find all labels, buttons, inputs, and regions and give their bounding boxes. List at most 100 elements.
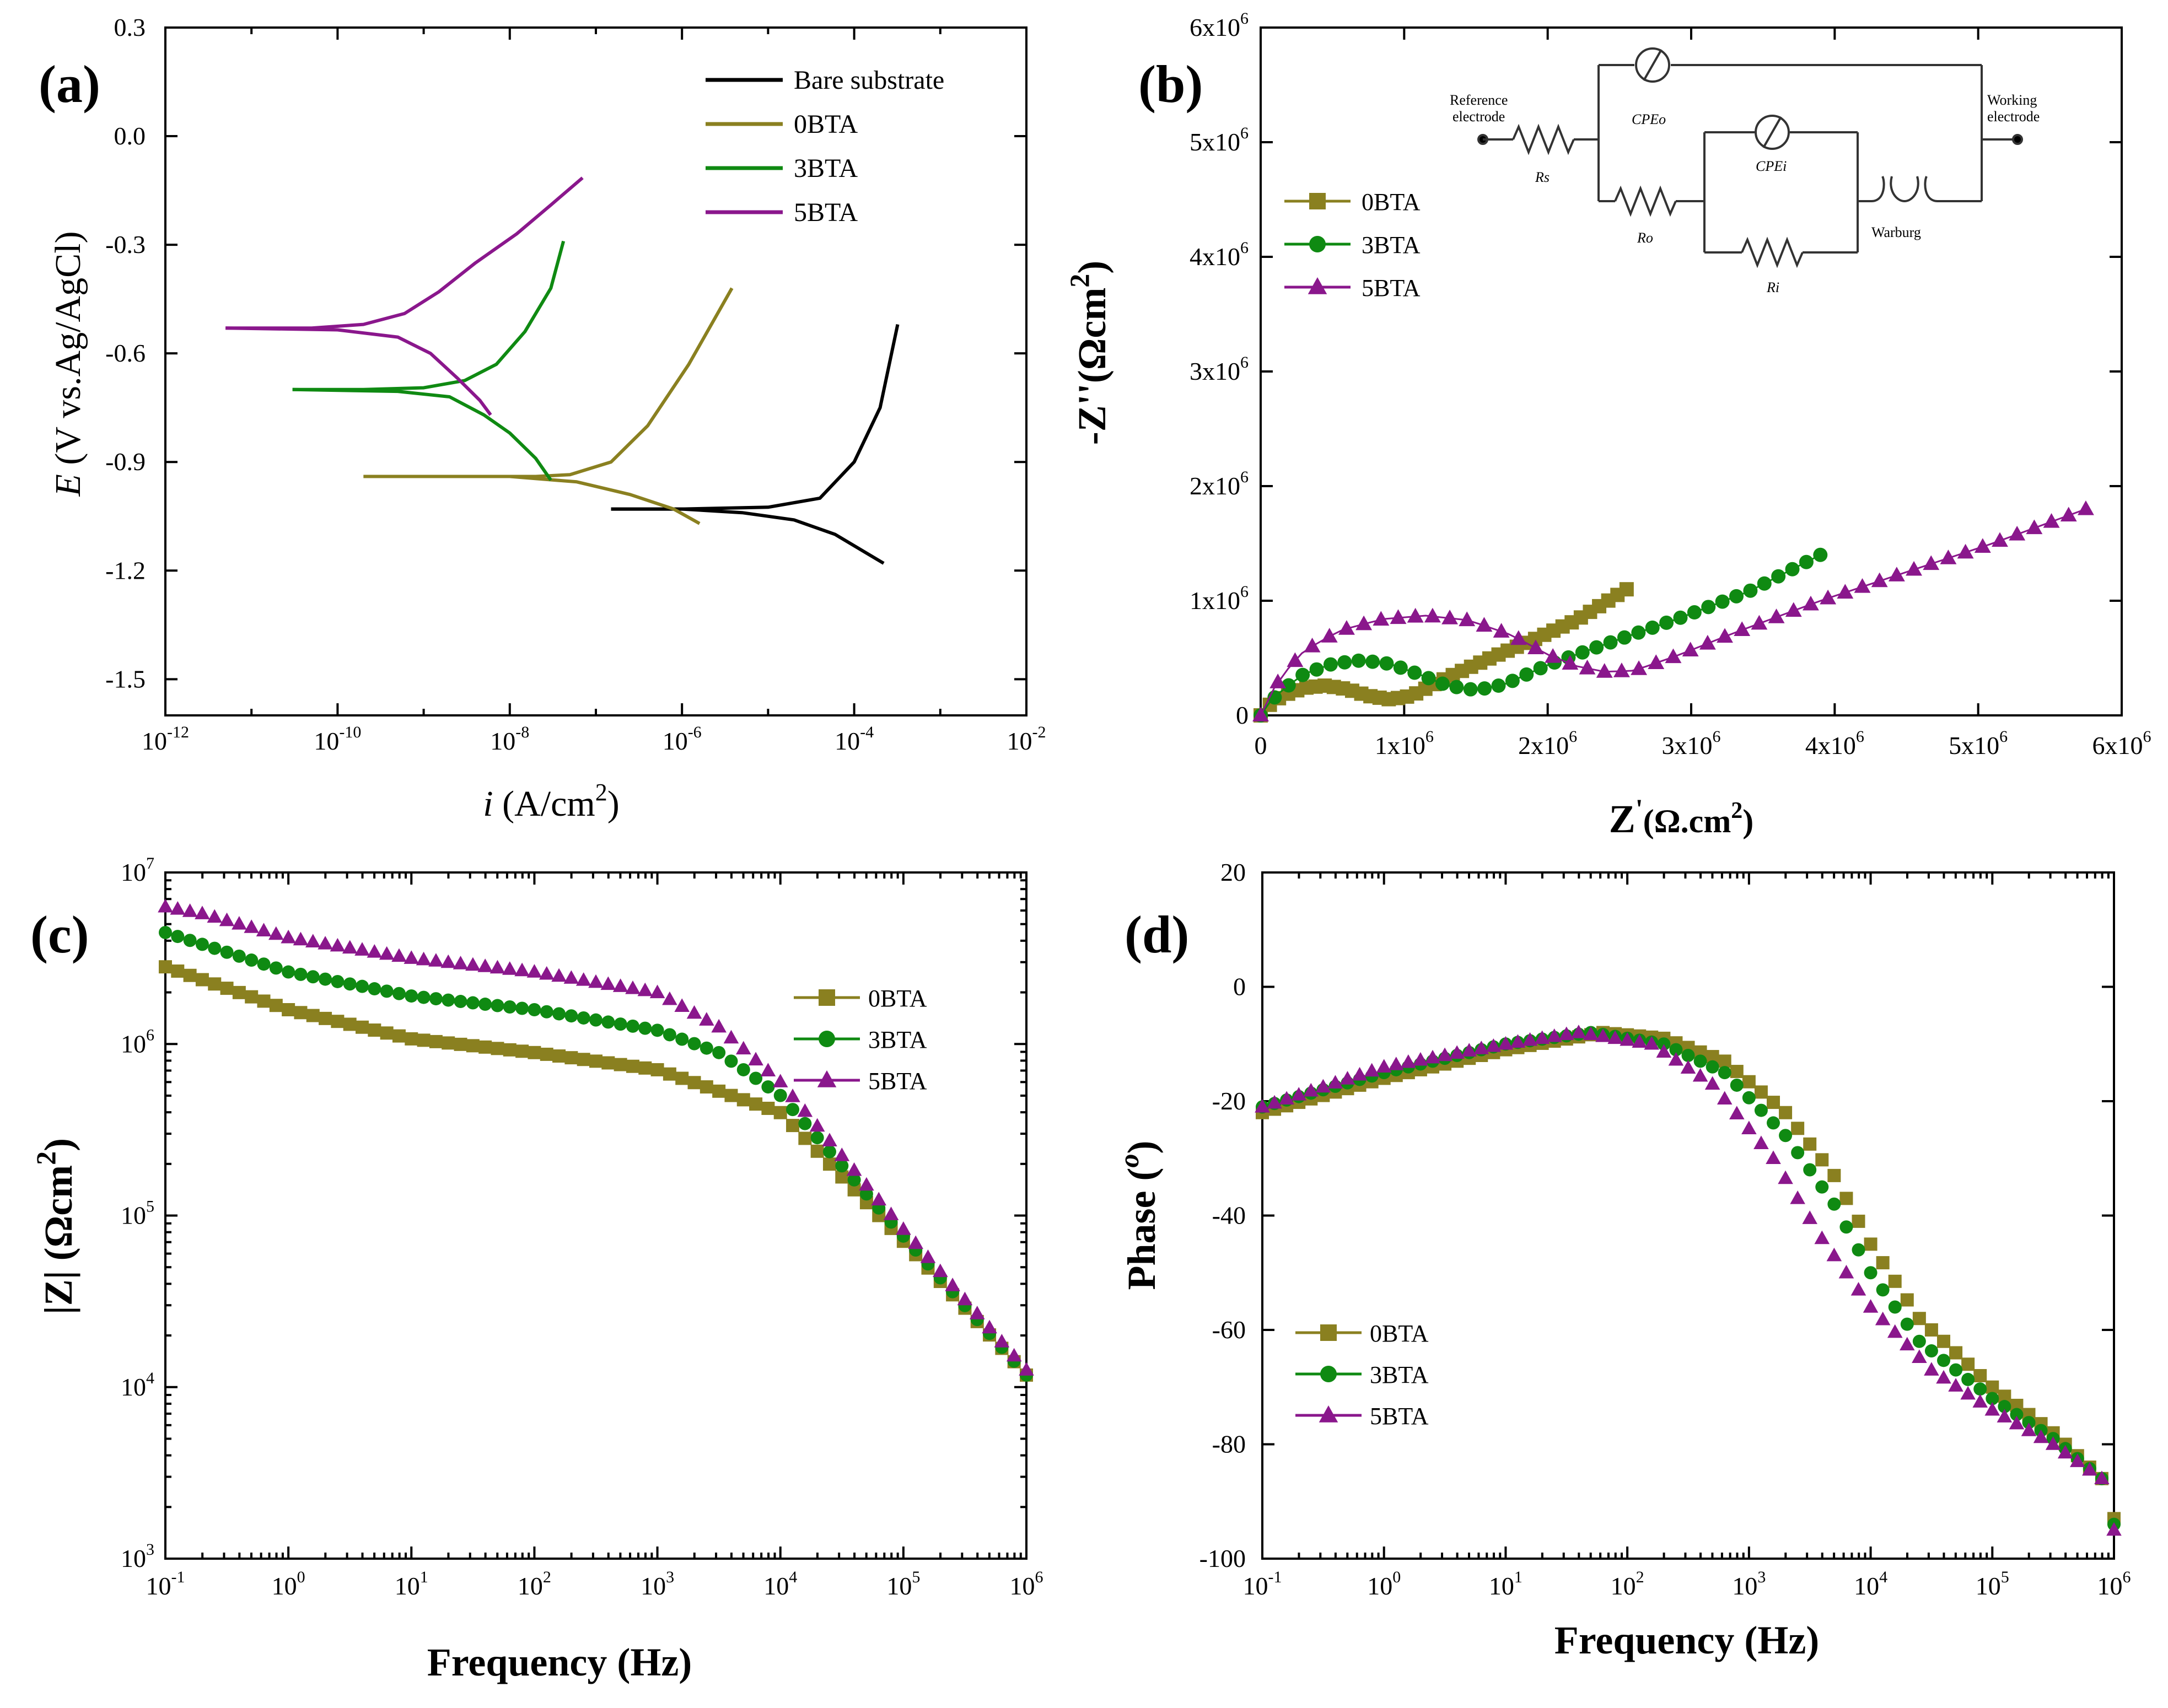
panel-c-marker-3BTA <box>442 993 455 1007</box>
panel-b-marker-5BTA <box>1269 673 1287 688</box>
panel-c-marker-5BTA <box>625 980 641 994</box>
panel-d-marker-0BTA <box>1779 1106 1793 1119</box>
panel-b-marker-3BTA <box>1673 610 1688 625</box>
panel-d-marker-5BTA <box>2057 1445 2073 1459</box>
panel-c-marker-0BTA <box>724 1089 738 1102</box>
panel-d-marker-3BTA <box>1791 1146 1805 1160</box>
panel-c-marker-5BTA <box>379 946 395 960</box>
panel-d-marker-5BTA <box>1656 1044 1672 1058</box>
panel-d-y-axis-title: Phase (o) <box>1113 1141 1164 1290</box>
panel-d-marker-5BTA <box>1838 1264 1854 1279</box>
panel-c-marker-5BTA <box>219 912 235 926</box>
panel-c-marker-0BTA <box>773 1106 787 1119</box>
panel-b-marker-3BTA <box>1715 594 1730 609</box>
panel-d-marker-3BTA <box>1986 1392 1999 1405</box>
panel-d-marker-3BTA <box>1888 1300 1902 1314</box>
panel-c-marker-0BTA <box>638 1061 652 1075</box>
panel-b-marker-5BTA <box>1631 660 1648 675</box>
panel-d-y-tick-label: 0 <box>1233 973 1246 1001</box>
panel-c-marker-3BTA <box>761 1080 775 1094</box>
panel-b-marker-3BTA <box>1421 671 1436 686</box>
panel-d-marker-0BTA <box>1924 1323 1938 1337</box>
panel-c-marker-3BTA <box>195 937 209 951</box>
panel-d-x-tick-label: 102 <box>1611 1568 1644 1600</box>
panel-c-marker-3BTA <box>540 1005 553 1019</box>
panel-c-marker-5BTA <box>588 974 604 988</box>
panel-c-marker-5BTA <box>723 1030 739 1044</box>
panel-d-x-axis-title: Frequency (Hz) <box>1554 1618 1820 1662</box>
panel-c-marker-5BTA <box>367 944 383 958</box>
panel-c-marker-5BTA <box>502 961 518 975</box>
panel-c-marker-3BTA <box>392 987 406 1000</box>
panel-c-marker-0BTA <box>614 1058 627 1071</box>
panel-b-marker-5BTA <box>1768 608 1785 623</box>
panel-c-marker-3BTA <box>306 970 320 984</box>
panel-c-marker-3BTA <box>847 1173 861 1187</box>
panel-c-marker-3BTA <box>368 982 381 996</box>
panel-c-x-tick-label: 100 <box>272 1568 305 1600</box>
panel-a-legend-label: 5BTA <box>794 198 858 227</box>
panel-a-y-tick-label: -1.2 <box>105 556 146 584</box>
panel-c-marker-0BTA <box>552 1049 566 1063</box>
panel-c-marker-5BTA <box>785 1089 800 1102</box>
panel-b-y-tick-label: 5x106 <box>1190 124 1249 156</box>
panel-b-marker-3BTA <box>1575 645 1590 660</box>
panel-c-label: (c) <box>30 905 89 964</box>
panel-d-bode-phase-chart: (d) 10-1 100 101 102 103 104 105 106 20 0 -20 -40 -6… <box>1113 858 2131 1662</box>
panel-b-y-tick-label: 4x106 <box>1190 239 1249 271</box>
panel-d-marker-3BTA <box>1949 1363 1963 1377</box>
panel-d-x-tick-label: 103 <box>1732 1568 1766 1600</box>
panel-b-marker-3BTA <box>1603 635 1618 650</box>
panel-b-marker-5BTA <box>1579 659 1596 675</box>
panel-b-marker-3BTA <box>1323 657 1338 672</box>
circuit-working-label: Working <box>1987 92 2037 108</box>
panel-d-marker-3BTA <box>1924 1344 1938 1358</box>
panel-d-x-tick-label: 105 <box>1976 1568 2009 1600</box>
panel-d-marker-5BTA <box>2021 1423 2037 1436</box>
panel-a-y-tick-label: 0.0 <box>114 122 146 150</box>
panel-b-marker-5BTA <box>1613 662 1630 677</box>
panel-c-marker-0BTA <box>663 1067 676 1081</box>
panel-c-y-axis-title: |Z| (Ωcm2) <box>30 1138 80 1314</box>
circuit-labels: Reference electrode Working electrode Rs… <box>1450 92 2040 295</box>
panel-c-marker-5BTA <box>539 966 555 980</box>
panel-b-marker-5BTA <box>1321 628 1338 643</box>
panel-c-marker-5BTA <box>207 909 223 923</box>
panel-d-marker-0BTA <box>1815 1153 1829 1167</box>
panel-c-marker-0BTA <box>306 1009 320 1022</box>
panel-d-marker-3BTA <box>1900 1317 1914 1331</box>
panel-c-marker-0BTA <box>380 1026 394 1040</box>
panel-b-marker-3BTA <box>1365 654 1380 669</box>
panel-c-marker-0BTA <box>220 982 234 995</box>
panel-d-marker-5BTA <box>1327 1075 1343 1089</box>
panel-d-marker-5BTA <box>1912 1349 1927 1363</box>
panel-c-x-axis-title: Frequency (Hz) <box>427 1640 692 1684</box>
circuit-cpe-o-label: CPEo <box>1632 111 1666 127</box>
panel-c-marker-3BTA <box>405 989 418 1003</box>
panel-d-marker-5BTA <box>1425 1049 1440 1064</box>
equivalent-circuit-inset <box>1477 47 2023 268</box>
panel-c-marker-5BTA <box>489 960 505 974</box>
panel-c-bode-magnitude-chart: (c) 10-1 100 101 102 103 104 105 106 103 104 105 10… <box>30 854 1043 1684</box>
panel-c-y-tick-label: 103 <box>121 1540 154 1572</box>
panel-b-marker-5BTA <box>1510 630 1527 645</box>
panel-b-marker-3BTA <box>1477 681 1492 696</box>
panel-b-marker-3BTA <box>1449 680 1464 694</box>
panel-b-marker-5BTA <box>2060 507 2077 522</box>
resistor-rs <box>1512 123 1575 155</box>
panel-d-marker-3BTA <box>1852 1243 1865 1257</box>
panel-d-marker-3BTA <box>1912 1334 1926 1348</box>
panel-d-marker-3BTA <box>1669 1043 1683 1057</box>
panel-d-marker-5BTA <box>1352 1066 1368 1081</box>
panel-d-y-tick-label: 20 <box>1220 858 1246 886</box>
panel-b-marker-5BTA <box>1906 561 1923 576</box>
panel-d-plot-frame <box>1261 871 2115 1560</box>
panel-d-marker-0BTA <box>1767 1096 1780 1109</box>
panel-c-marker-5BTA <box>649 984 665 999</box>
panel-c-marker-5BTA <box>822 1133 837 1146</box>
panel-d-y-tick-label: -60 <box>1212 1316 1246 1344</box>
panel-c-marker-5BTA <box>920 1249 936 1263</box>
panel-c-marker-5BTA <box>293 931 309 946</box>
panel-c-marker-0BTA <box>835 1170 849 1184</box>
panel-c-x-tick-label: 10-1 <box>146 1568 185 1600</box>
